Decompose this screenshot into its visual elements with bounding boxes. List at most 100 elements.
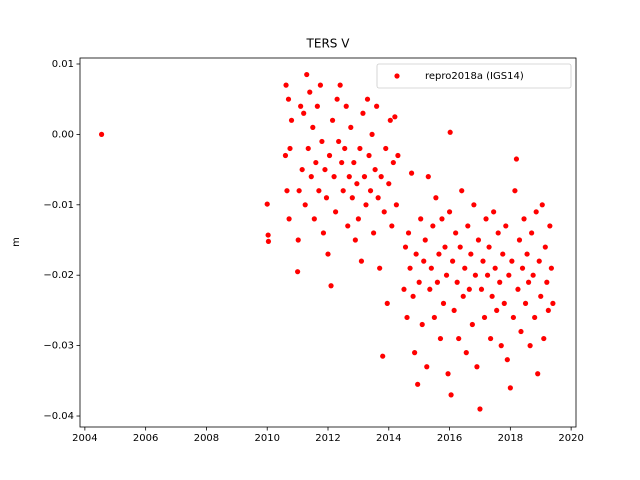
data-point (431, 314, 437, 321)
data-point (372, 166, 378, 173)
data-point (424, 364, 430, 370)
data-point (544, 279, 550, 285)
data-point (352, 237, 358, 243)
data-point (465, 223, 471, 229)
data-point (283, 82, 289, 88)
data-point (304, 71, 310, 78)
data-point (284, 188, 290, 194)
data-point (487, 335, 494, 342)
data-point (471, 202, 477, 208)
data-point (381, 209, 387, 215)
data-point (469, 321, 475, 328)
data-point (448, 392, 454, 398)
data-point (357, 145, 363, 152)
data-point (524, 251, 530, 257)
data-point (480, 258, 486, 264)
data-point (351, 159, 357, 166)
data-point (329, 117, 336, 123)
data-point (503, 223, 509, 229)
x-tick-label: 2006 (133, 433, 158, 444)
data-point (427, 286, 433, 292)
data-point (288, 117, 295, 123)
data-point (497, 279, 503, 285)
data-point (310, 124, 316, 130)
data-point (419, 321, 425, 328)
data-point (422, 237, 428, 243)
x-tick-label: 2018 (498, 433, 523, 444)
data-point (495, 230, 501, 236)
data-point (518, 328, 524, 335)
data-point (433, 195, 439, 201)
data-point (402, 244, 409, 250)
data-point (481, 314, 488, 321)
data-point (525, 279, 532, 285)
data-point (319, 138, 325, 145)
data-point (384, 300, 390, 306)
data-point (468, 251, 474, 257)
y-tick-label: −0.01 (43, 200, 74, 211)
data-point (326, 152, 333, 159)
data-point (462, 265, 468, 271)
data-point (349, 195, 355, 201)
data-point (437, 335, 444, 342)
legend-box (376, 63, 572, 89)
data-point (360, 110, 366, 116)
data-point (322, 166, 328, 173)
data-point (343, 103, 349, 109)
x-tick-label: 2010 (254, 433, 279, 444)
y-tick-label: −0.03 (43, 341, 74, 352)
data-point (478, 286, 485, 292)
data-point (345, 223, 351, 229)
data-point (443, 272, 450, 278)
x-tick-label: 2020 (558, 433, 583, 444)
data-point (451, 307, 457, 314)
data-point (286, 216, 292, 222)
chart-title: TERS V (306, 37, 351, 51)
data-point (392, 114, 398, 120)
data-point (491, 209, 497, 215)
data-point (519, 265, 526, 271)
data-point (314, 103, 320, 109)
data-point (542, 244, 548, 250)
data-point (287, 145, 293, 152)
data-point (295, 237, 301, 243)
data-point (390, 159, 396, 166)
data-point (302, 202, 308, 208)
data-point (369, 131, 375, 137)
data-point (416, 279, 422, 285)
data-point (332, 209, 339, 215)
data-point (501, 300, 507, 306)
data-point (375, 195, 381, 201)
data-point (533, 209, 539, 215)
data-point (413, 251, 419, 257)
data-point (407, 265, 413, 271)
data-point (363, 202, 369, 208)
y-tick-label: 0.01 (52, 59, 74, 70)
data-point (475, 237, 482, 243)
data-point (320, 230, 327, 236)
data-point (460, 293, 466, 299)
data-point (355, 216, 361, 222)
data-point (412, 350, 418, 356)
data-point (440, 300, 447, 306)
data-point (516, 237, 523, 243)
data-point (386, 181, 392, 187)
x-tick-label: 2012 (315, 433, 340, 444)
data-point (305, 145, 311, 152)
data-point (317, 82, 324, 88)
data-point (498, 343, 504, 349)
data-point (507, 385, 513, 391)
data-point (522, 300, 529, 306)
data-point (536, 258, 542, 264)
y-axis-label: m (11, 237, 22, 247)
data-point (463, 350, 469, 356)
data-point (472, 272, 479, 278)
data-point (529, 230, 535, 236)
data-point (301, 110, 307, 116)
legend-marker (394, 73, 400, 79)
data-point (474, 364, 480, 370)
data-point (364, 96, 371, 102)
data-point (401, 286, 407, 292)
data-point (374, 103, 380, 109)
data-point (311, 216, 317, 222)
